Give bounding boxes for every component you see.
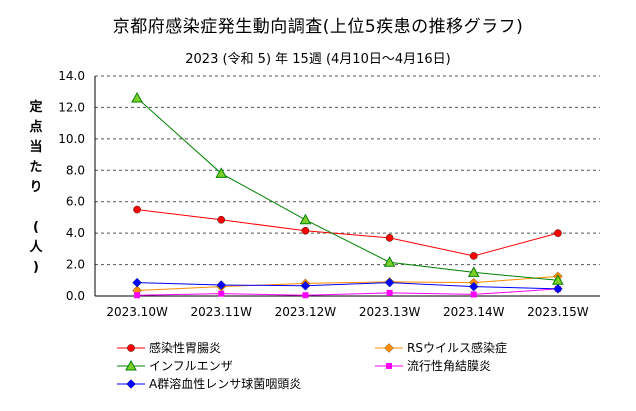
chart-title: 京都府感染症発生動向調査(上位5疾患の推移グラフ) bbox=[112, 17, 524, 37]
y-tick-label: 2.0 bbox=[66, 258, 85, 272]
series-line bbox=[137, 209, 559, 257]
data-point bbox=[385, 234, 394, 242]
x-tick-label: 2023.15W bbox=[527, 305, 589, 319]
data-point bbox=[384, 277, 395, 288]
legend-label: インフルエンザ bbox=[149, 359, 233, 373]
x-tick-label: 2023.11W bbox=[191, 305, 253, 319]
data-point bbox=[215, 167, 228, 178]
legend-marker bbox=[384, 343, 394, 353]
data-point bbox=[134, 292, 141, 299]
y-axis-label: 定点当たり ( 人) bbox=[28, 98, 44, 278]
y-axis-label-char: ( bbox=[33, 220, 39, 235]
y-tick-label: 6.0 bbox=[66, 195, 85, 209]
data-point bbox=[386, 289, 393, 296]
series-line bbox=[137, 282, 558, 290]
y-tick-label: 12.0 bbox=[58, 100, 85, 114]
data-point bbox=[301, 226, 310, 235]
legend-swatch bbox=[117, 359, 145, 371]
legend-label: 感染性胃腸炎 bbox=[149, 341, 222, 355]
data-point bbox=[300, 281, 311, 291]
data-point bbox=[383, 256, 396, 267]
x-tick-label: 2023.10W bbox=[106, 305, 168, 319]
legend-marker bbox=[386, 363, 392, 369]
data-point bbox=[131, 91, 143, 103]
x-tick-label: 2023.12W bbox=[275, 305, 337, 319]
line-chart: 0.0 2.0 4.0 6.0 8.0 10.0 12.0 14.0 2023.10W 2023.… bbox=[58, 69, 600, 319]
chart-subtitle: 2023 (令和 5) 年 15週 (4月10日～4月16日) bbox=[185, 52, 451, 67]
data-point bbox=[217, 215, 226, 224]
data-point bbox=[553, 284, 563, 294]
y-axis-label-char: ) bbox=[33, 260, 39, 275]
data-point bbox=[554, 229, 562, 237]
y-axis-label-char: り bbox=[29, 180, 43, 195]
y-tick-label: 0.0 bbox=[66, 289, 85, 303]
legend-label: A群溶血性レンサ球菌咽頭炎 bbox=[149, 377, 302, 391]
legend-swatch bbox=[117, 344, 145, 352]
y-tick-label: 10.0 bbox=[58, 132, 85, 146]
data-point bbox=[302, 292, 309, 299]
data-point bbox=[216, 280, 226, 290]
data-point bbox=[299, 213, 312, 225]
y-axis-label-char: た bbox=[29, 160, 43, 175]
series-line bbox=[137, 275, 558, 291]
x-tick-label: 2023.14W bbox=[443, 305, 505, 319]
legend-swatch bbox=[117, 379, 145, 389]
data-point bbox=[467, 266, 480, 277]
y-tick-label: 8.0 bbox=[66, 163, 85, 177]
y-axis-label-char: 定 bbox=[29, 100, 43, 115]
series-line bbox=[136, 97, 558, 281]
y-tick-label: 4.0 bbox=[66, 226, 85, 240]
data-point bbox=[218, 290, 225, 297]
legend-label: RSウイルス感染症 bbox=[407, 341, 507, 355]
y-axis-label-char: 人 bbox=[29, 240, 43, 255]
legend-marker bbox=[126, 379, 136, 389]
x-tick-label: 2023.13W bbox=[359, 305, 421, 319]
legend-swatch bbox=[375, 363, 403, 369]
y-axis-label-char: 当 bbox=[29, 140, 43, 155]
legend-marker bbox=[125, 359, 137, 371]
data-point bbox=[469, 281, 479, 292]
data-point bbox=[469, 252, 478, 260]
data-point bbox=[132, 277, 142, 288]
y-tick-label: 14.0 bbox=[58, 69, 85, 83]
data-point bbox=[470, 291, 477, 298]
legend-swatch bbox=[375, 343, 403, 353]
series-line bbox=[137, 288, 558, 296]
y-axis-label-char: 点 bbox=[29, 120, 43, 135]
data-point bbox=[133, 205, 141, 214]
legend-marker bbox=[127, 344, 135, 352]
legend-label: 流行性角結膜炎 bbox=[407, 359, 492, 373]
